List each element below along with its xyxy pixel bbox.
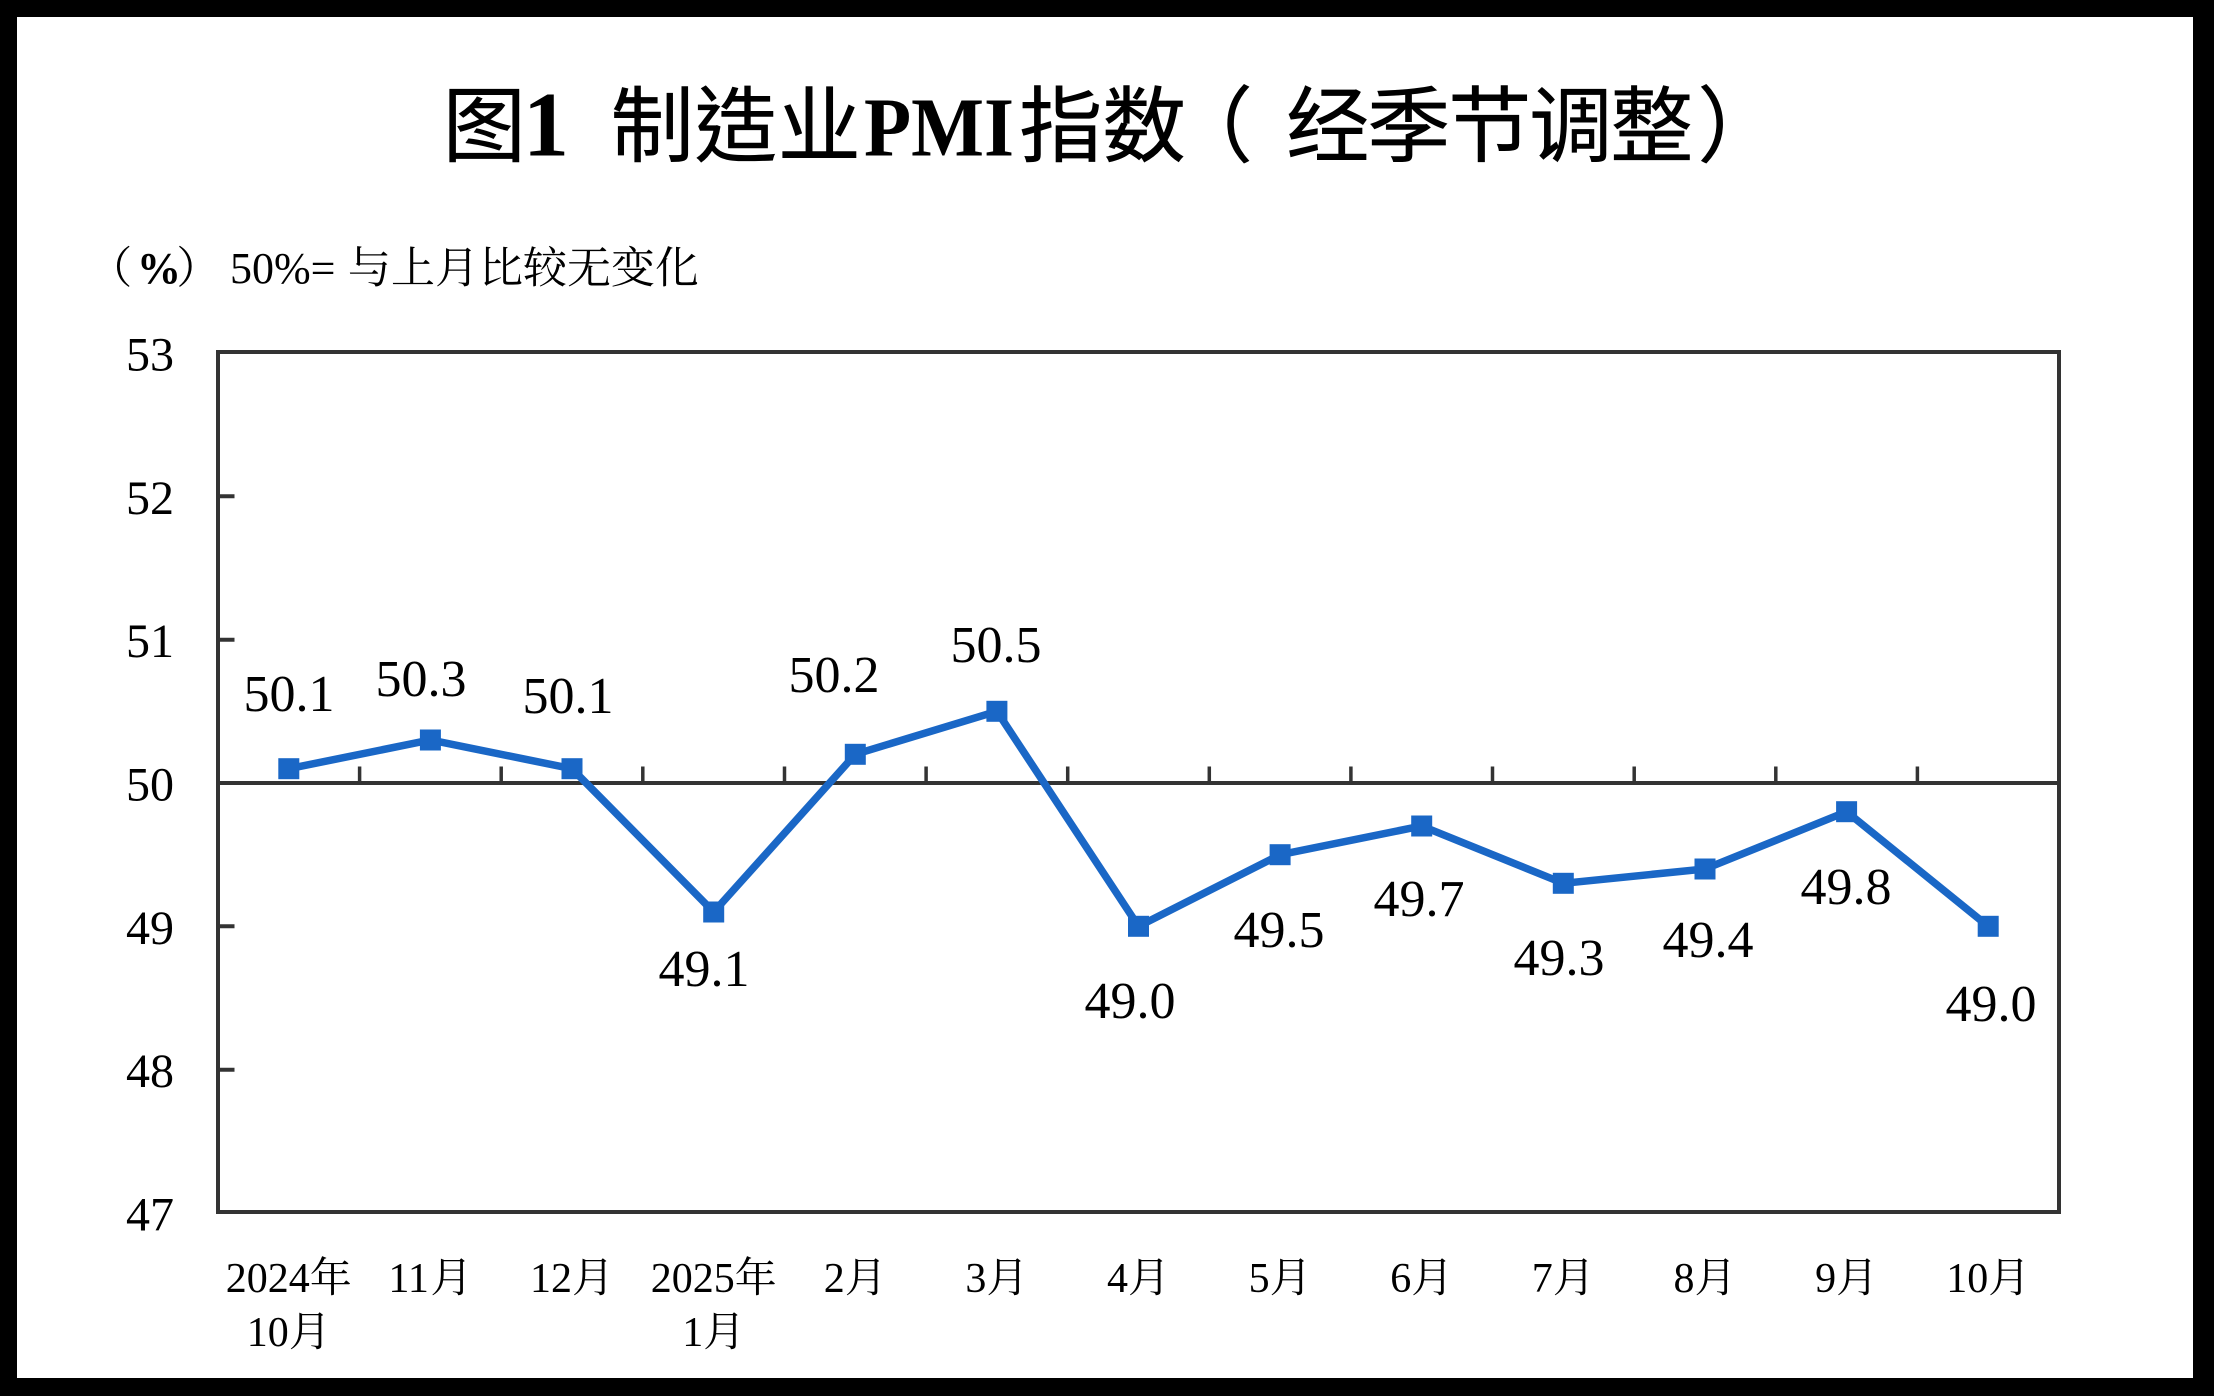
svg-text:49.5: 49.5 [1234, 902, 1325, 959]
svg-text:50.3: 50.3 [376, 651, 467, 708]
svg-text:PMI: PMI [864, 83, 1014, 175]
svg-text:10: 10 [247, 1310, 289, 1356]
svg-text:52: 52 [126, 472, 174, 525]
svg-text:49.1: 49.1 [659, 941, 750, 998]
svg-text:48: 48 [126, 1045, 174, 1098]
svg-text:12: 12 [530, 1256, 572, 1302]
svg-text:%: % [137, 244, 181, 293]
svg-text:2024: 2024 [226, 1256, 310, 1302]
svg-text:50.5: 50.5 [951, 617, 1042, 674]
svg-text:49.7: 49.7 [1374, 871, 1465, 928]
svg-text:7: 7 [1532, 1256, 1553, 1302]
svg-text:50.2: 50.2 [789, 647, 880, 704]
svg-text:1: 1 [523, 74, 569, 176]
svg-text:50%=: 50%= [230, 244, 335, 293]
svg-text:49.0: 49.0 [1946, 976, 2037, 1033]
svg-text:50: 50 [126, 759, 174, 812]
svg-text:49.0: 49.0 [1085, 973, 1176, 1030]
svg-text:3: 3 [965, 1256, 986, 1302]
svg-text:8: 8 [1674, 1256, 1695, 1302]
svg-text:49.3: 49.3 [1514, 930, 1605, 987]
svg-text:50.1: 50.1 [244, 666, 335, 723]
svg-text:51: 51 [126, 615, 174, 668]
svg-text:49.8: 49.8 [1801, 859, 1892, 916]
svg-text:2025: 2025 [651, 1256, 735, 1302]
svg-text:1: 1 [682, 1310, 703, 1356]
svg-text:11: 11 [388, 1256, 428, 1302]
svg-text:9: 9 [1815, 1256, 1836, 1302]
svg-text:53: 53 [126, 329, 174, 382]
svg-text:6: 6 [1390, 1256, 1411, 1302]
svg-text:47: 47 [126, 1189, 174, 1242]
svg-text:50.1: 50.1 [523, 668, 614, 725]
svg-text:49: 49 [126, 902, 174, 955]
svg-text:2: 2 [824, 1256, 845, 1302]
svg-text:10: 10 [1946, 1256, 1988, 1302]
svg-text:4: 4 [1107, 1256, 1128, 1302]
svg-text:49.4: 49.4 [1663, 912, 1754, 969]
svg-text:5: 5 [1249, 1256, 1270, 1302]
